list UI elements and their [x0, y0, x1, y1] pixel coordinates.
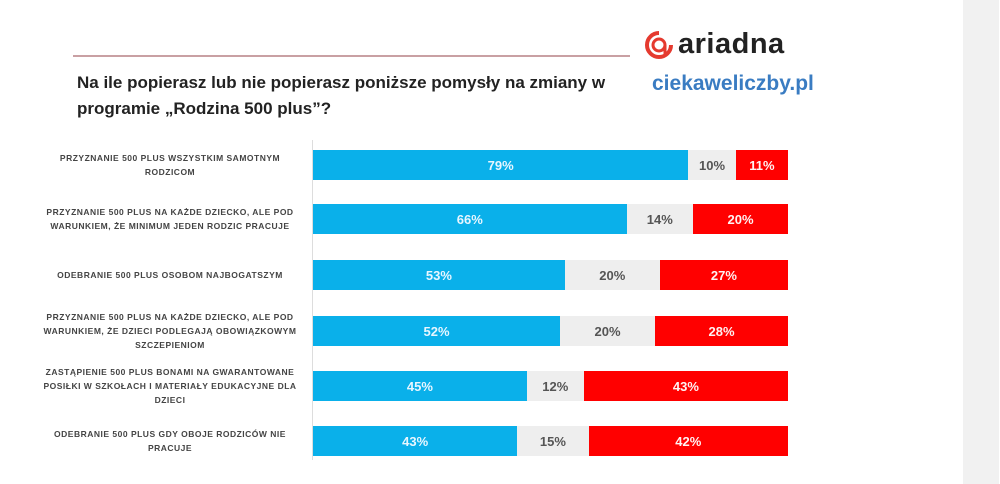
bar-oppose: 28% — [655, 316, 788, 346]
category-label: ODEBRANIE 500 PLUS GDY OBOJE RODZICÓW NI… — [54, 429, 286, 453]
bar-oppose: 20% — [693, 204, 788, 234]
data-label: 52% — [423, 323, 450, 339]
data-label: 66% — [456, 211, 483, 227]
ariadna-logo-icon — [645, 30, 673, 59]
side-panel — [963, 0, 999, 484]
bar-support: 66% — [313, 204, 627, 234]
data-label: 12% — [542, 378, 569, 394]
bar-support: 52% — [313, 316, 560, 346]
category-axis — [312, 140, 313, 460]
category-label: PRZYZNANIE 500 PLUS WSZYSTKIM SAMOTNYM R… — [59, 153, 281, 177]
bar-neutral: 12% — [526, 371, 584, 401]
header-rule — [73, 55, 630, 57]
data-label: 20% — [599, 267, 626, 283]
data-label: 10% — [698, 157, 726, 173]
bar-support: 79% — [313, 150, 689, 180]
chart-title: Na ile popierasz lub nie popierasz poniż… — [77, 73, 606, 118]
data-label: 27% — [710, 267, 737, 283]
data-label: 42% — [675, 433, 702, 449]
data-label: 20% — [594, 323, 621, 339]
bar-support: 53% — [313, 260, 565, 290]
bar-neutral: 20% — [564, 260, 660, 290]
bar-neutral: 20% — [560, 316, 655, 346]
bar-support: 43% — [313, 426, 518, 456]
category-label: PRZYZNANIE 500 PLUS NA KAŻDE DZIECKO, AL… — [43, 312, 297, 350]
bar-neutral: 10% — [688, 150, 736, 180]
data-label: 14% — [646, 211, 673, 227]
site-name: ciekaweliczby.pl — [652, 72, 814, 95]
bar-neutral: 15% — [517, 426, 589, 456]
data-label: 45% — [406, 378, 433, 394]
bar-oppose: 11% — [735, 150, 788, 180]
data-label: 43% — [402, 433, 429, 449]
ariadna-logo: ariadna — [644, 28, 785, 61]
bar-oppose: 43% — [583, 371, 788, 401]
data-label: 43% — [672, 378, 699, 394]
data-label: 11% — [749, 157, 775, 173]
category-label: ODEBRANIE 500 PLUS OSOBOM NAJBOGATSZYM — [57, 270, 283, 280]
data-label: 79% — [487, 157, 514, 173]
logo-text: ariadna — [678, 28, 785, 60]
category-label: ZASTĄPIENIE 500 PLUS BONAMI NA GWARANTOW… — [43, 367, 297, 405]
bar-neutral: 14% — [626, 204, 693, 234]
data-label: 20% — [727, 211, 754, 227]
data-label: 28% — [708, 323, 735, 339]
bar-support: 45% — [313, 371, 527, 401]
bar-oppose: 42% — [588, 426, 788, 456]
category-label: PRZYZNANIE 500 PLUS NA KAŻDE DZIECKO, AL… — [46, 207, 294, 231]
data-label: 15% — [539, 433, 566, 449]
bar-oppose: 27% — [659, 260, 788, 290]
data-label: 53% — [425, 267, 452, 283]
